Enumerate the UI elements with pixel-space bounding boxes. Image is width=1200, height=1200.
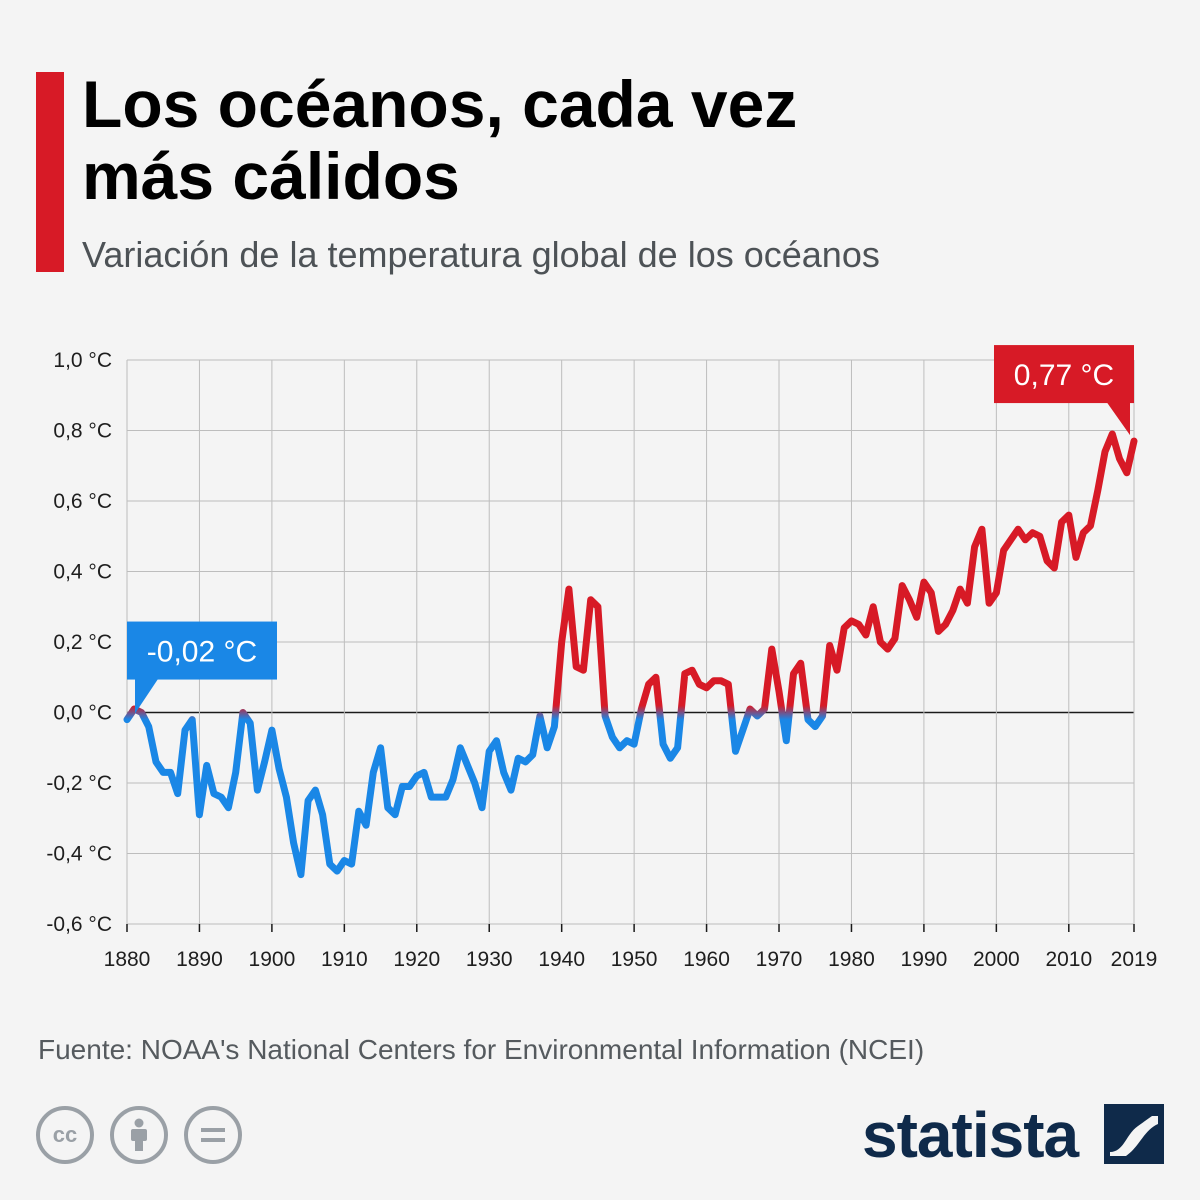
- title-accent-bar: [36, 72, 64, 272]
- cc-icon[interactable]: cc: [36, 1106, 94, 1164]
- chart-subtitle: Variación de la temperatura global de lo…: [82, 234, 880, 275]
- x-axis-ticks: 1880 1890 1900 1910 1920 1930 1940 1950 1960 1970…: [104, 924, 1158, 971]
- x-tick-label: 2019: [1111, 948, 1158, 971]
- chart-grid: [126, 359, 1135, 925]
- x-tick-label: 1910: [321, 948, 368, 971]
- x-tick-label: 1980: [828, 948, 875, 971]
- callout-box-start: [127, 621, 277, 680]
- temperature-line-chart: 1,0 °C 0,8 °C 0,6 °C 0,4 °C 0,2 °C 0,0 °C -0,2…: [46, 345, 1158, 971]
- temperature-series-line: [123, 430, 1138, 879]
- y-tick-label: -0,2 °C: [46, 772, 112, 795]
- y-tick-label: 0,2 °C: [53, 631, 112, 654]
- x-tick-label: 1960: [683, 948, 730, 971]
- x-tick-label: 1880: [104, 948, 151, 971]
- title-line-2: más cálidos: [82, 139, 460, 213]
- x-tick-label: 1990: [901, 948, 948, 971]
- statista-logo-icon: [1104, 1104, 1164, 1164]
- y-tick-label: -0,4 °C: [46, 843, 112, 866]
- value-callouts: -0,02 °C 0,77 °C: [127, 345, 1134, 714]
- callout-pointer-end: [1106, 401, 1130, 436]
- y-tick-label: 0,0 °C: [53, 702, 112, 725]
- page-title: Los océanos, cada vez más cálidos: [82, 68, 1082, 212]
- callout-pointer-start: [135, 677, 159, 714]
- title-line-1: Los océanos, cada vez: [82, 67, 798, 141]
- x-tick-label: 1930: [466, 948, 513, 971]
- y-tick-label: -0,6 °C: [46, 913, 112, 936]
- y-tick-label: 0,8 °C: [53, 420, 112, 443]
- y-tick-label: 1,0 °C: [53, 349, 112, 372]
- no-derivatives-icon[interactable]: [184, 1106, 242, 1164]
- x-tick-label: 1940: [538, 948, 585, 971]
- callout-label-end: 0,77 °C: [1014, 359, 1114, 392]
- x-tick-label: 1920: [393, 948, 440, 971]
- x-tick-label: 2000: [973, 948, 1020, 971]
- statista-logo[interactable]: statista: [862, 1099, 1079, 1171]
- attribution-icon[interactable]: [110, 1106, 168, 1164]
- y-tick-label: 0,4 °C: [53, 561, 112, 584]
- x-tick-label: 1890: [176, 948, 223, 971]
- x-tick-label: 1900: [249, 948, 296, 971]
- x-tick-label: 2010: [1045, 948, 1092, 971]
- x-tick-label: 1950: [611, 948, 658, 971]
- license-icons: cc: [36, 1106, 242, 1164]
- x-tick-label: 1970: [756, 948, 803, 971]
- series-line: [123, 430, 1138, 879]
- y-tick-label: 0,6 °C: [53, 490, 112, 513]
- callout-label-start: -0,02 °C: [147, 636, 257, 669]
- source-note: Fuente: NOAA's National Centers for Envi…: [38, 1034, 925, 1065]
- y-axis-ticks: 1,0 °C 0,8 °C 0,6 °C 0,4 °C 0,2 °C 0,0 °C -0,2…: [46, 349, 112, 936]
- callout-box-end: [994, 345, 1134, 404]
